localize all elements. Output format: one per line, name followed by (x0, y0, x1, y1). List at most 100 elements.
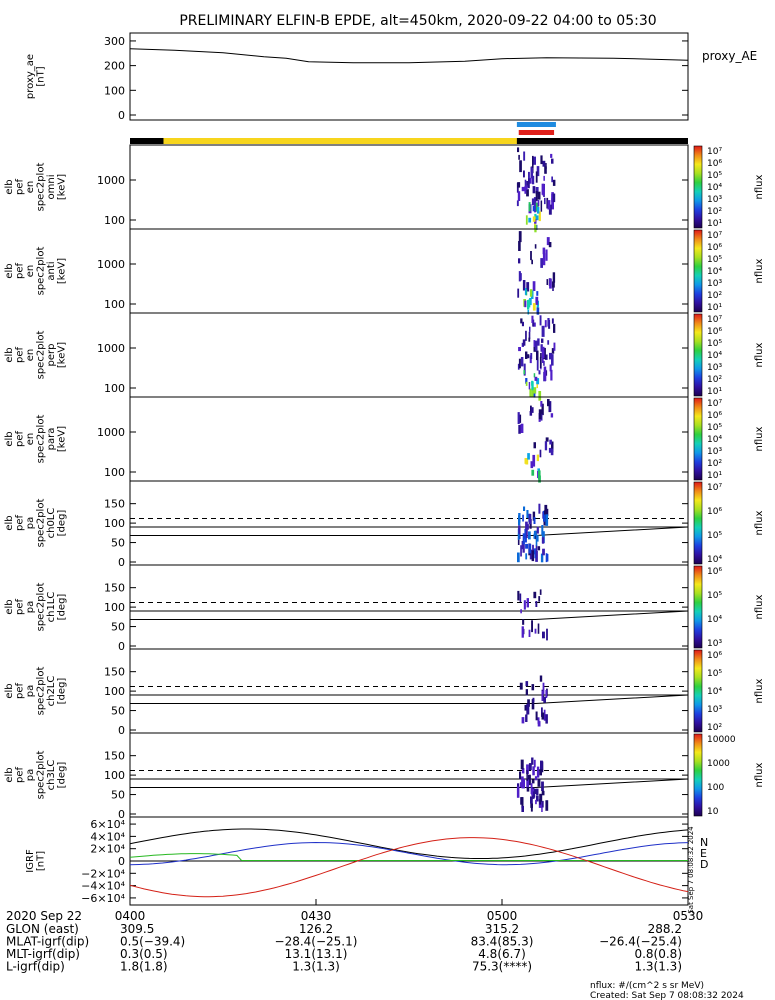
pa_ch3-flux-pixel (539, 769, 542, 776)
spec_para-flux-pixel (517, 412, 520, 424)
spec_para-flux-pixel (529, 411, 533, 416)
pa_ch3-flux-pixel (541, 781, 544, 791)
pa_ch1-flux-pixel (523, 600, 526, 610)
spec_perp-flux-pixel (532, 319, 535, 327)
spec_perp-flux-pixel (544, 369, 547, 381)
spec_anti-flux-pixel (518, 241, 521, 251)
spec_perp-flux-pixel (518, 347, 521, 352)
pa_ch3-flux-pixel (516, 786, 520, 798)
pa_ch3-flux-pixel (536, 788, 539, 796)
pa_ch1-cbar-tick: 10⁵ (707, 591, 722, 601)
pa_ch0-flux-pixel (537, 546, 541, 551)
spec_para-flux-pixel (530, 461, 534, 469)
pa_ch2-loss-cone-line (130, 694, 689, 705)
pa_ch0-cbar-label: nflux (754, 510, 765, 535)
spec_perp-cbar-tick: 10² (707, 375, 722, 385)
spec_omni-flux-pixel (547, 200, 551, 210)
xaxis-row-value: 309.5 (120, 922, 154, 936)
pa_ch1-ytick-label: 150 (104, 582, 125, 595)
pa_ch0-flux-pixel (527, 524, 529, 530)
pa_ch3-flux-pixel (532, 766, 535, 776)
status-bar-yellow (163, 138, 517, 144)
pa_ch2-flux-pixel (525, 681, 529, 687)
spec_omni-cbar-tick: 10⁶ (707, 159, 722, 169)
pa_ch3-flux-pixel (528, 763, 532, 771)
side-timestamp: Sat Sep 7 08:08:32 2024 (687, 826, 695, 914)
pa_ch3-flux-pixel (541, 790, 545, 796)
spec_omni-flux-pixel (528, 178, 530, 189)
spec_perp-flux-pixel (549, 352, 552, 360)
pa_ch1-flux-pixel (528, 629, 531, 637)
xaxis-row-value: 0.5(−39.4) (120, 935, 185, 949)
spec_omni-flux-pixel (525, 185, 528, 190)
pa_ch2-flux-pixel (543, 709, 546, 721)
spec_omni-flux-pixel (538, 211, 541, 222)
proxy_ae-ylabel-line: proxy_ae (25, 54, 36, 99)
pa_ch0-ytick-label: 150 (104, 498, 125, 511)
pa_ch0-flux-pixel (545, 514, 549, 526)
pa_ch1-cbar-tick: 10³ (707, 639, 722, 649)
spec_omni-flux-pixel (517, 191, 521, 201)
figure-title: PRELIMINARY ELFIN-B EPDE, alt=450km, 202… (179, 13, 656, 29)
spec_perp-flux-pixel (525, 351, 528, 359)
pa_ch2-cbar-tick: 10² (707, 723, 722, 733)
spec_para-flux-pixel (550, 413, 554, 418)
spec_anti-flux-pixel (549, 278, 552, 289)
spec_perp-flux-pixel (551, 354, 554, 366)
pa_ch3-ytick-label: 0 (118, 808, 125, 821)
spec_para-ylabel-line: pef (14, 431, 25, 448)
spec_para-cbar-tick: 10⁶ (707, 411, 722, 421)
spec_para-flux-pixel (548, 447, 552, 453)
xaxis-row-label: L-igrf(dip) (6, 960, 65, 974)
spec_omni-flux-pixel (532, 186, 536, 194)
spec_perp-ylabel-line: spec2plot (35, 331, 46, 380)
pa_ch0-ylabel-line: pa (25, 517, 36, 529)
spec_anti-flux-pixel (546, 279, 549, 285)
spec_anti-flux-pixel (518, 258, 521, 264)
spec_omni-flux-pixel (535, 171, 538, 183)
spec_perp-flux-pixel (530, 353, 533, 359)
pa_ch1-ylabel-line: [deg] (56, 594, 67, 621)
pa_ch3-flux-pixel (526, 787, 530, 792)
spec_perp-flux-pixel (540, 353, 542, 365)
pa_ch0-flux-pixel (533, 533, 535, 539)
spec_omni-flux-pixel (550, 153, 553, 158)
pa_ch0-ytick-label: 0 (118, 556, 125, 569)
pa_ch3-flux-pixel (521, 797, 524, 809)
xaxis-row-value: 0.3(0.5) (120, 947, 168, 961)
pa_ch1-flux-pixel (537, 623, 540, 634)
igrf-ytick-label: −2×10⁴ (81, 867, 125, 880)
spec_perp-flux-pixel (531, 389, 535, 397)
pa_ch1-flux-pixel (538, 596, 541, 602)
spec_anti-flux-pixel (529, 289, 533, 297)
pa_ch3-flux-pixel (532, 791, 536, 798)
spec_omni-flux-pixel (530, 167, 533, 179)
spec_anti-cbar-tick: 10⁴ (707, 267, 722, 277)
spec_perp-ylabel-line: elb (4, 347, 15, 362)
spec_anti-cbar-tick: 10⁵ (707, 255, 722, 265)
pa_ch0-flux-pixel (525, 543, 528, 549)
spec_omni-cbar-label: nflux (754, 174, 765, 199)
spec_omni-flux-pixel (535, 215, 539, 221)
spec_perp-flux-pixel (534, 376, 538, 381)
igrf-ytick-label: 2×10⁴ (90, 843, 125, 856)
pa_ch2-flux-pixel (542, 682, 545, 695)
pa_ch3-ylabel-line: pef (14, 767, 25, 784)
spec_omni-flux-pixel (528, 202, 531, 212)
spec_omni-flux-pixel (541, 183, 545, 195)
pa_ch0-colorbar (693, 481, 703, 565)
pa_ch0-flux-pixel (528, 543, 532, 554)
spec_anti-flux-pixel (517, 288, 520, 298)
pa_ch3-flux-pixel (540, 760, 543, 770)
spec_perp-ytick-label: 1000 (97, 342, 125, 355)
spec_omni-flux-pixel (533, 156, 536, 165)
pa_ch3-flux-pixel (521, 768, 525, 774)
pa_ch2-flux-pixel (519, 682, 523, 690)
pa_ch0-flux-pixel (533, 517, 536, 524)
xaxis-row-value: −28.4(−25.1) (275, 935, 358, 949)
spec_para-flux-pixel (539, 449, 542, 458)
pa_ch0-flux-pixel (528, 531, 531, 540)
pa_ch0-flux-pixel (531, 550, 535, 562)
spec_anti-flux-pixel (530, 251, 532, 261)
xaxis-row-value: 4.8(6.7) (478, 947, 526, 961)
